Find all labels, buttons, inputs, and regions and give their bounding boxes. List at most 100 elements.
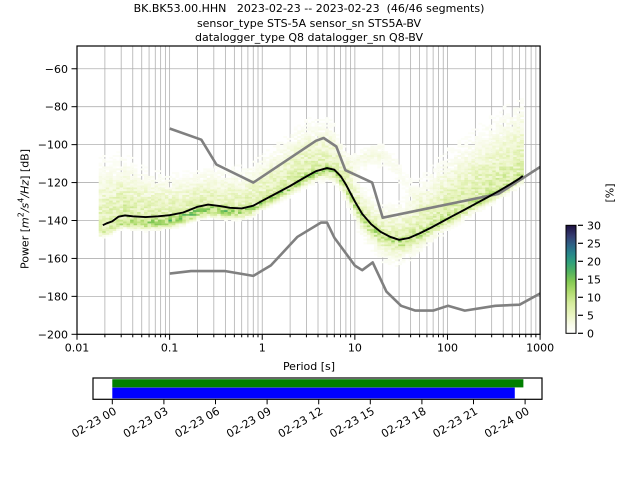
- hist-cell: [283, 181, 288, 184]
- hist-cell: [377, 234, 382, 237]
- hist-cell: [447, 206, 451, 209]
- hist-cell: [398, 166, 402, 169]
- hist-cell: [460, 145, 465, 148]
- hist-cell: [485, 164, 490, 167]
- hist-cell: [98, 181, 103, 184]
- hist-cell: [426, 175, 430, 178]
- hist-cell: [394, 162, 399, 165]
- hist-cell: [349, 168, 354, 171]
- hist-cell: [265, 168, 270, 171]
- hist-cell: [363, 225, 368, 228]
- hist-cell: [443, 210, 448, 212]
- hist-cell: [447, 189, 451, 192]
- hist-cell: [151, 229, 155, 231]
- hist-cell: [283, 189, 288, 192]
- hist-cell: [335, 143, 340, 146]
- hist-cell: [168, 198, 173, 201]
- hist-cell: [119, 202, 124, 205]
- hist-cell: [481, 172, 486, 175]
- hist-cell: [300, 164, 305, 167]
- hist-cell: [109, 211, 113, 214]
- hist-cell: [474, 168, 479, 171]
- hist-cell: [516, 156, 521, 159]
- hist-cell: [474, 153, 479, 156]
- hist-cell: [185, 202, 190, 205]
- hist-cell: [144, 213, 148, 216]
- hist-cell: [429, 191, 434, 193]
- hist-cell: [231, 202, 235, 205]
- hist-cell: [126, 185, 131, 188]
- hist-cell: [304, 119, 308, 121]
- hist-cell: [478, 206, 483, 209]
- hist-cell: [359, 192, 364, 195]
- hist-cell: [481, 187, 486, 190]
- hist-cell: [262, 204, 267, 207]
- hist-cell: [112, 225, 117, 228]
- hist-cell: [429, 240, 434, 243]
- hist-cell: [363, 194, 368, 197]
- hist-cell: [203, 179, 207, 182]
- hist-cell: [509, 177, 514, 180]
- hist-cell: [105, 206, 110, 209]
- hist-cell: [238, 187, 242, 190]
- hist-cell: [157, 179, 162, 182]
- hist-cell: [436, 194, 441, 197]
- hist-cell: [370, 242, 375, 245]
- hist-cell: [210, 179, 214, 182]
- hist-cell: [175, 179, 180, 182]
- hist-cell: [119, 210, 124, 212]
- hist-cell: [171, 225, 176, 228]
- hist-cell: [447, 223, 451, 226]
- hist-cell: [481, 191, 486, 193]
- hist-cell: [502, 141, 507, 144]
- hist-cell: [206, 177, 211, 180]
- hist-cell: [464, 187, 469, 190]
- hist-cell: [363, 187, 368, 190]
- hist-cell: [422, 227, 427, 230]
- hist-cell: [467, 136, 472, 138]
- hist-cell: [144, 204, 148, 207]
- hist-cell: [182, 213, 187, 216]
- hist-cell: [339, 183, 343, 186]
- hist-cell: [394, 225, 399, 228]
- hist-cell: [116, 185, 120, 188]
- hist-cell: [481, 179, 486, 182]
- hist-cell: [415, 223, 420, 226]
- hist-cell: [342, 153, 347, 156]
- hist-cell: [102, 232, 106, 235]
- hist-cell: [356, 160, 361, 163]
- hist-cell: [398, 217, 402, 220]
- hist-cell: [502, 155, 507, 157]
- hist-cell: [492, 200, 497, 203]
- hist-cell: [189, 221, 194, 224]
- hist-cell: [147, 175, 152, 178]
- hist-cell: [255, 172, 260, 175]
- hist-cell: [485, 145, 490, 148]
- hist-cell: [356, 155, 361, 157]
- hist-cell: [429, 208, 434, 211]
- hist-cell: [387, 232, 392, 235]
- hist-cell: [356, 172, 361, 175]
- hist-cell: [471, 156, 476, 159]
- hist-cell: [130, 175, 134, 178]
- hist-cell: [471, 189, 476, 192]
- hist-cell: [276, 147, 281, 150]
- hist-cell: [339, 147, 343, 150]
- hist-cell: [258, 179, 263, 182]
- hist-cell: [481, 147, 486, 150]
- hist-cell: [380, 261, 385, 264]
- hist-cell: [391, 240, 396, 243]
- hist-cell: [140, 194, 145, 197]
- hist-cell: [373, 202, 378, 205]
- hist-cell: [98, 198, 103, 201]
- hist-cell: [474, 200, 479, 203]
- hist-cell: [380, 223, 385, 226]
- hist-cell: [314, 175, 319, 178]
- hist-cell: [398, 247, 402, 250]
- hist-cell: [269, 204, 274, 207]
- hist-cell: [196, 208, 201, 211]
- hist-cell: [286, 166, 291, 169]
- hist-cell: [133, 217, 138, 220]
- hist-cell: [467, 215, 472, 218]
- hist-cell: [161, 223, 166, 226]
